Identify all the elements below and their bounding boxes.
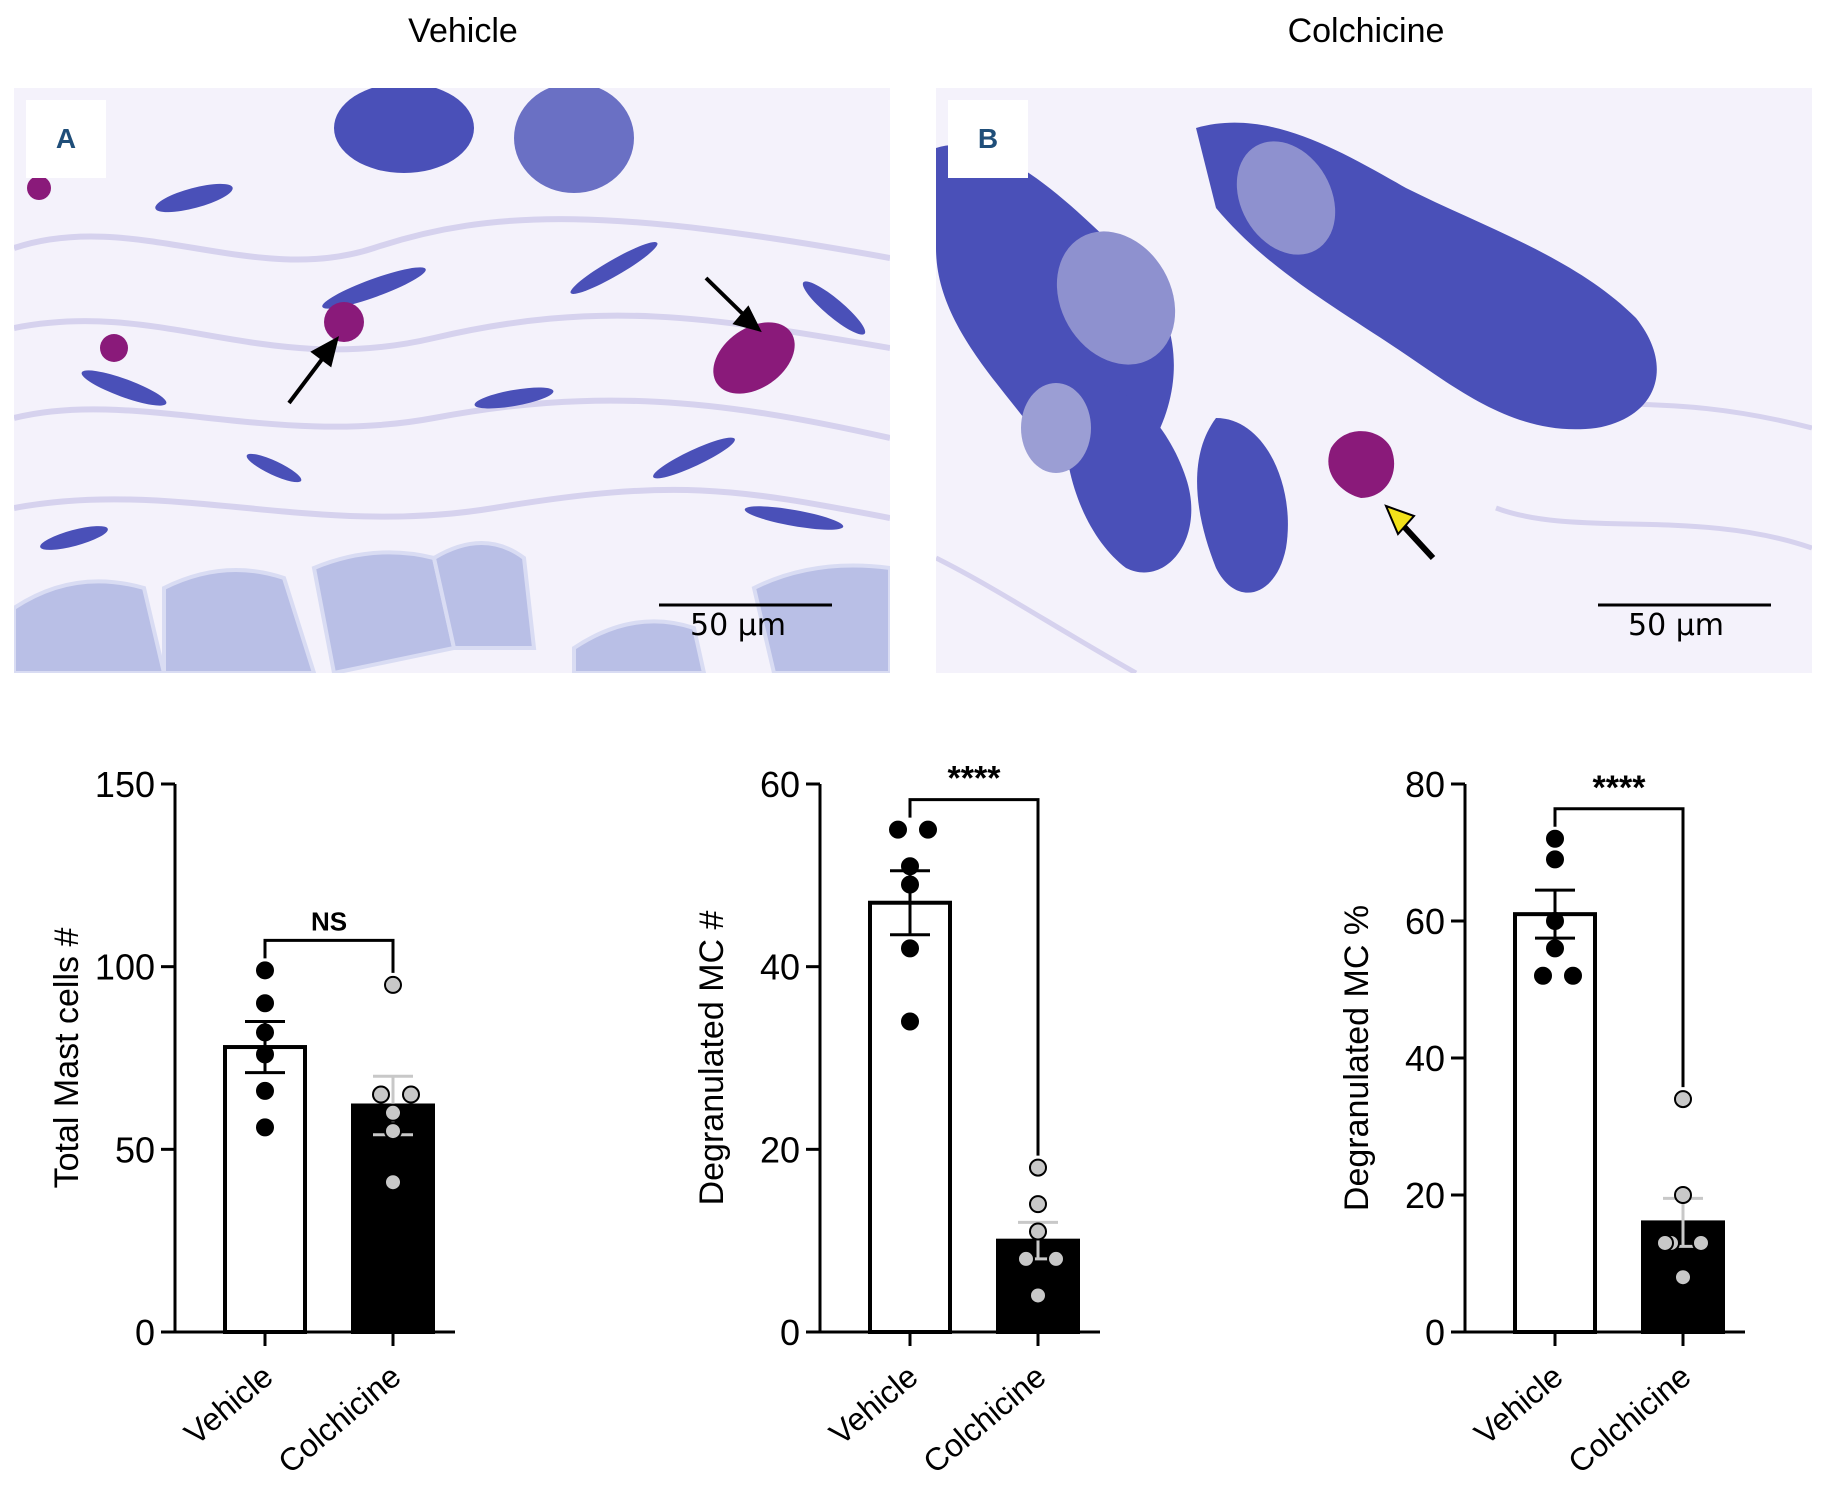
data-point — [1674, 1268, 1692, 1287]
micrograph-vehicle: A 50 μm — [14, 88, 890, 673]
significance-bracket — [1553, 807, 1685, 1088]
data-point — [256, 1118, 274, 1137]
x-tick-label: Colchicine — [1561, 1358, 1697, 1480]
data-point — [901, 875, 919, 894]
column-title-colchicine: Colchicine — [1287, 12, 1445, 50]
y-tick-label: 100 — [95, 947, 155, 988]
panel-label-b: B — [948, 100, 1028, 178]
x-tick-label: Colchicine — [271, 1358, 407, 1480]
data-point — [1029, 1195, 1047, 1214]
x-tick-label: Vehicle — [822, 1358, 924, 1452]
y-tick-label: 60 — [1405, 901, 1445, 942]
data-point — [384, 1122, 402, 1141]
y-tick-label: 0 — [1425, 1312, 1445, 1353]
data-point — [1029, 1286, 1047, 1305]
x-tick-label: Colchicine — [916, 1358, 1052, 1480]
data-point — [901, 1012, 919, 1031]
bar-colchicine — [351, 1103, 435, 1335]
chart-degranulated-mc-count: 0 20 40 60 Degranulated MC # VehicleColchicin… — [693, 760, 1100, 1480]
data-point — [1029, 1158, 1047, 1177]
micrograph-colchicine-image — [936, 88, 1812, 673]
data-point — [256, 1045, 274, 1064]
data-point — [256, 1081, 274, 1100]
data-point — [1546, 829, 1564, 848]
y-tick-label: 20 — [1405, 1175, 1445, 1216]
y-tick-label: 40 — [760, 947, 800, 988]
y-tick-label: 150 — [95, 764, 155, 805]
chart-degranulated-mc-percent: 0 20 40 60 80 Degranulated MC % VehicleColchic… — [1338, 764, 1745, 1480]
y-tick-label: 40 — [1405, 1038, 1445, 1079]
scale-bar-label-b: 50 μm — [1628, 608, 1725, 643]
y-tick-label: 50 — [115, 1129, 155, 1170]
y-axis-label: Degranulated MC # — [693, 910, 731, 1205]
data-point — [1017, 1249, 1035, 1268]
y-tick-label: 80 — [1405, 764, 1445, 805]
data-point — [1674, 1186, 1692, 1204]
data-point — [384, 1173, 402, 1192]
data-point — [919, 820, 937, 839]
y-tick-label: 60 — [760, 764, 800, 805]
data-point — [901, 857, 919, 876]
data-point — [889, 820, 907, 839]
y-tick-label: 20 — [760, 1129, 800, 1170]
y-axis-label: Degranulated MC % — [1338, 905, 1376, 1211]
micrograph-colchicine: B 50 μm — [936, 88, 1812, 673]
significance-label: NS — [311, 906, 347, 936]
data-point — [1546, 850, 1564, 869]
y-axis-label: Total Mast cells # — [48, 928, 86, 1189]
data-point — [402, 1085, 420, 1104]
data-point — [1692, 1233, 1710, 1252]
x-tick-label: Vehicle — [1467, 1358, 1569, 1452]
data-point — [384, 1103, 402, 1122]
significance-label: **** — [948, 760, 1002, 798]
data-point — [1534, 966, 1552, 985]
micrograph-vehicle-image — [14, 88, 890, 673]
data-point — [1047, 1249, 1065, 1268]
data-point — [1546, 912, 1564, 930]
data-point — [372, 1085, 390, 1104]
significance-label: **** — [1593, 769, 1647, 807]
y-tick-label: 0 — [135, 1312, 155, 1353]
scale-bar-label-a: 50 μm — [690, 608, 787, 643]
y-tick-label: 0 — [780, 1312, 800, 1353]
data-point — [384, 975, 402, 994]
data-point — [1656, 1233, 1674, 1252]
data-point — [1674, 1090, 1692, 1109]
data-point — [256, 961, 274, 980]
data-point — [901, 939, 919, 958]
data-point — [1564, 966, 1582, 985]
bar-vehicle — [868, 900, 952, 1334]
bar-vehicle — [1513, 912, 1597, 1334]
chart-total-mast-cells: 0 50 100 150 Total Mast cells # VehicleColchi… — [48, 764, 455, 1480]
x-tick-label: Vehicle — [177, 1358, 279, 1452]
significance-bracket — [263, 938, 395, 973]
significance-bracket — [908, 798, 1040, 1156]
panel-label-a: A — [26, 100, 106, 178]
data-point — [256, 1023, 274, 1042]
column-title-vehicle: Vehicle — [408, 12, 518, 50]
data-point — [256, 994, 274, 1013]
data-point — [1546, 939, 1564, 958]
data-point — [1029, 1222, 1047, 1241]
